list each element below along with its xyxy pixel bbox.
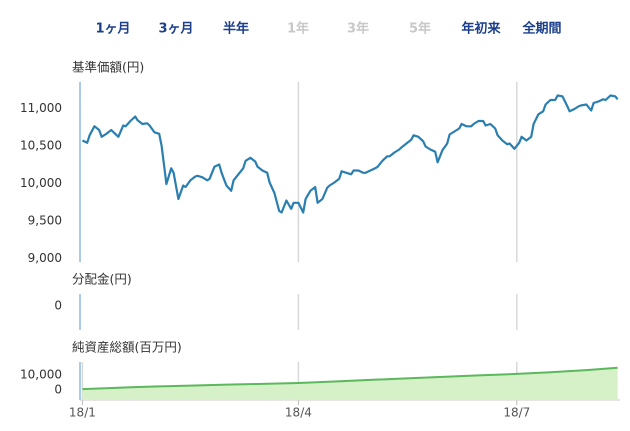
y-tick-label: 0 — [54, 299, 62, 313]
period-tab[interactable]: 半年 — [223, 21, 249, 37]
period-tab: 1年 — [287, 21, 309, 37]
y-tick-label: 11,000 — [20, 101, 62, 115]
area-line — [82, 366, 618, 391]
y-tick-label: 10,000 — [20, 176, 62, 190]
period-tab[interactable]: 3ヶ月 — [158, 22, 193, 37]
panel-title: 基準価額(円) — [72, 60, 144, 75]
x-tick-label: 18/1 — [69, 406, 96, 420]
period-tab[interactable]: 全期間 — [521, 21, 561, 37]
x-tick-label: 18/4 — [285, 406, 312, 420]
period-tab[interactable]: 1ヶ月 — [95, 22, 130, 37]
panel-title: 分配金(円) — [72, 272, 132, 287]
y-tick-label: 10,000 — [20, 367, 62, 381]
period-tab[interactable]: 年初来 — [461, 21, 501, 37]
y-tick-label: 10,500 — [20, 138, 62, 152]
price-line — [81, 94, 619, 214]
y-tick-label: 9,000 — [28, 251, 62, 265]
panel-title: 純資産総額(百万円) — [72, 340, 182, 355]
y-tick-label: 9,500 — [28, 213, 62, 227]
y-tick-label: 0 — [54, 383, 62, 397]
x-tick-label: 18/7 — [503, 406, 530, 420]
period-tab: 5年 — [409, 21, 431, 37]
period-tab: 3年 — [347, 21, 369, 37]
